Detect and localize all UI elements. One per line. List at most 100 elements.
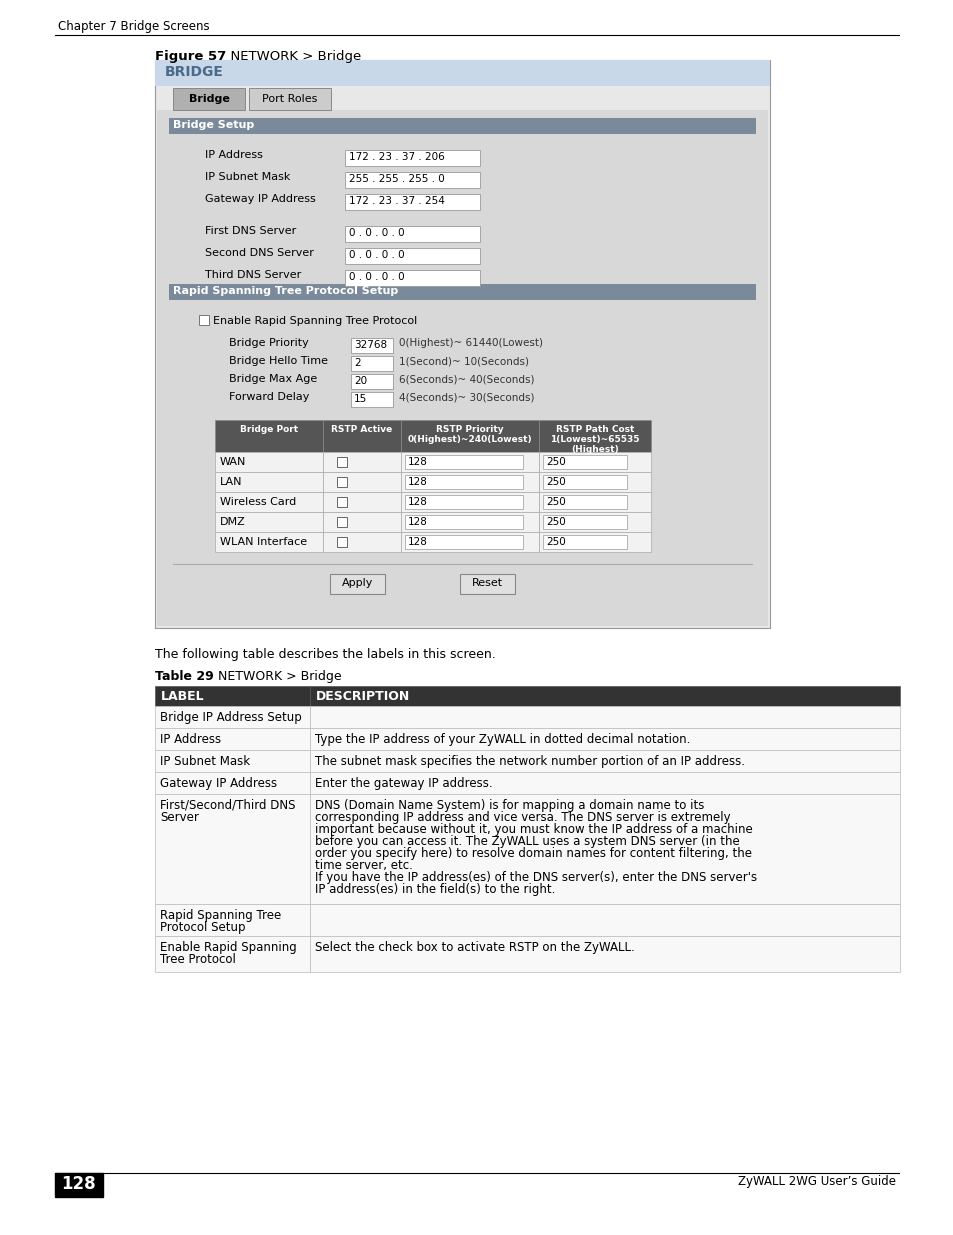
Bar [310,750,899,772]
Text: Bridge Max Age: Bridge Max Age [229,374,317,384]
Text: 0 . 0 . 0 . 0: 0 . 0 . 0 . 0 [349,249,404,261]
Text: 6(Seconds)~ 40(Seconds): 6(Seconds)~ 40(Seconds) [398,374,534,384]
Bar [405,515,522,529]
Text: 255 . 255 . 255 . 0: 255 . 255 . 255 . 0 [349,174,444,184]
Text: 1(Lowest)~65535: 1(Lowest)~65535 [550,435,639,445]
Text: Forward Delay: Forward Delay [229,391,309,403]
Text: WAN: WAN [220,457,246,467]
Text: Protocol Setup: Protocol Setup [160,921,245,934]
Bar [405,495,522,509]
Bar [400,492,538,513]
Bar [336,457,347,467]
Bar [323,452,400,472]
Bar [538,492,650,513]
Bar [542,495,626,509]
Text: Type the IP address of your ZyWALL in dotted decimal notation.: Type the IP address of your ZyWALL in do… [314,734,690,746]
Bar [310,794,899,904]
Bar [542,454,626,469]
Text: 172 . 23 . 37 . 206: 172 . 23 . 37 . 206 [349,152,444,162]
Text: Bridge Hello Time: Bridge Hello Time [229,356,328,366]
Text: Enter the gateway IP address.: Enter the gateway IP address. [314,777,492,790]
Bar [345,194,479,210]
Text: 250: 250 [545,496,565,508]
Bar [538,532,650,552]
Bar [405,454,522,469]
Bar [214,472,323,492]
Bar [310,706,899,727]
Text: Figure 57: Figure 57 [154,49,226,63]
Bar [538,452,650,472]
Bar [310,685,899,706]
Bar [538,472,650,492]
Bar [154,936,310,972]
Text: First/Second/Third DNS: First/Second/Third DNS [160,799,295,811]
Text: Reset: Reset [472,578,502,588]
Bar [214,492,323,513]
Text: Select the check box to activate RSTP on the ZyWALL.: Select the check box to activate RSTP on… [314,941,634,953]
Text: order you specify here) to resolve domain names for content filtering, the: order you specify here) to resolve domai… [314,847,751,860]
Bar [345,149,479,165]
Text: Bridge Setup: Bridge Setup [172,120,254,130]
Text: If you have the IP address(es) of the DNS server(s), enter the DNS server's: If you have the IP address(es) of the DN… [314,871,757,884]
Bar [154,61,769,86]
Text: corresponding IP address and vice versa. The DNS server is extremely: corresponding IP address and vice versa.… [314,811,730,824]
Text: Port Roles: Port Roles [262,94,317,104]
Text: Rapid Spanning Tree: Rapid Spanning Tree [160,909,281,923]
Bar [345,270,479,287]
Bar [323,532,400,552]
Bar [351,391,393,408]
Text: DMZ: DMZ [220,517,246,527]
Bar [154,727,310,750]
Bar [323,472,400,492]
Text: 4(Seconds)~ 30(Seconds): 4(Seconds)~ 30(Seconds) [398,391,534,403]
Bar [345,172,479,188]
Text: 128: 128 [408,496,428,508]
Bar [214,532,323,552]
Bar [330,574,385,594]
Text: 250: 250 [545,537,565,547]
Text: before you can access it. The ZyWALL uses a system DNS server (in the: before you can access it. The ZyWALL use… [314,835,739,848]
Text: 128: 128 [408,457,428,467]
Bar [323,420,400,452]
Text: IP address(es) in the field(s) to the right.: IP address(es) in the field(s) to the ri… [314,883,555,897]
Text: Bridge IP Address Setup: Bridge IP Address Setup [160,711,301,724]
Bar [214,420,323,452]
Bar [310,727,899,750]
Text: DESCRIPTION: DESCRIPTION [315,690,410,703]
Bar [400,472,538,492]
Bar [538,513,650,532]
Bar [351,356,393,370]
Bar [400,452,538,472]
Text: The subnet mask specifies the network number portion of an IP address.: The subnet mask specifies the network nu… [314,755,744,768]
Text: 128: 128 [408,517,428,527]
Bar [405,475,522,489]
Bar [154,750,310,772]
Text: 20: 20 [354,375,367,387]
Text: Server: Server [160,811,198,824]
Text: WLAN Interface: WLAN Interface [220,537,307,547]
Text: BRIDGE: BRIDGE [165,65,224,79]
Text: Apply: Apply [341,578,373,588]
Text: Wireless Card: Wireless Card [220,496,296,508]
Bar [172,88,245,110]
Text: 250: 250 [545,457,565,467]
Bar [336,477,347,487]
Bar [214,452,323,472]
Bar [55,1173,103,1197]
Bar [310,904,899,936]
Text: 0(Highest)~ 61440(Lowest): 0(Highest)~ 61440(Lowest) [398,338,542,348]
Text: 0 . 0 . 0 . 0: 0 . 0 . 0 . 0 [349,228,404,238]
Bar [310,772,899,794]
Bar [400,513,538,532]
Text: (Highest): (Highest) [571,445,618,454]
Text: 128: 128 [408,537,428,547]
Bar [323,513,400,532]
Text: Gateway IP Address: Gateway IP Address [205,194,315,204]
Text: RSTP Path Cost: RSTP Path Cost [556,425,634,433]
Text: 1(Second)~ 10(Seconds): 1(Second)~ 10(Seconds) [398,356,529,366]
Bar [542,515,626,529]
Text: NETWORK > Bridge: NETWORK > Bridge [222,49,361,63]
Text: important because without it, you must know the IP address of a machine: important because without it, you must k… [314,823,752,836]
Bar [199,315,209,325]
Bar [214,513,323,532]
